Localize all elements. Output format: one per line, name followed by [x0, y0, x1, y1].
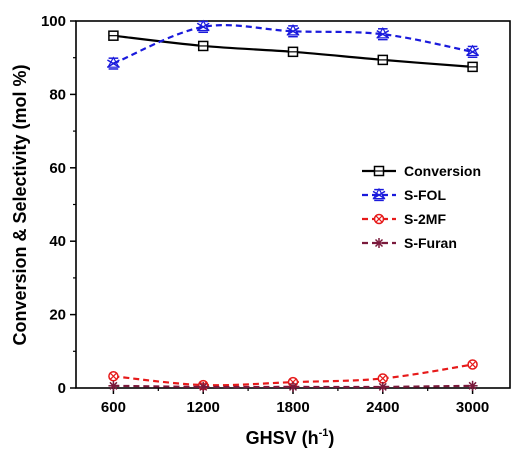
marker-triangle [372, 187, 386, 200]
data-point-s-furan [288, 381, 298, 392]
legend-swatch-marker [374, 238, 384, 248]
y-tick-label: 0 [58, 380, 66, 397]
legend-swatch-marker [373, 213, 385, 225]
legend-label: S-Furan [404, 235, 457, 251]
data-point-s-fol [466, 44, 480, 58]
data-point-conversion [467, 61, 478, 73]
marker-line [196, 22, 210, 32]
data-point-s-2mf [108, 371, 119, 382]
series-s-furan [108, 380, 478, 392]
data-point-s-furan [377, 381, 388, 392]
marker-line [376, 29, 390, 39]
y-tick-label: 20 [49, 307, 66, 324]
marker-line [466, 47, 479, 57]
y-axis-title: Conversion & Selectivity (mol %) [10, 64, 30, 345]
data-point-conversion [377, 54, 389, 66]
data-point-s-furan [108, 380, 119, 391]
marker-triangle [376, 26, 390, 39]
marker-line [109, 372, 117, 380]
legend-item-conversion: Conversion [362, 163, 481, 179]
data-point-conversion [108, 30, 119, 41]
marker-triangle [286, 24, 300, 36]
marker-line [375, 215, 383, 223]
legend-item-s-furan: S-Furan [362, 235, 457, 251]
legend-label: Conversion [404, 163, 481, 179]
legend: Conversion S-FOL S-2MF S-Furan [362, 163, 481, 251]
y-tick-label: 40 [49, 233, 66, 250]
marker-line [372, 190, 386, 200]
y-tick-label: 60 [49, 160, 66, 177]
data-point-s-fol [196, 19, 210, 34]
data-point-s-fol [106, 56, 120, 70]
x-axis-title: GHSV (h-1) [246, 427, 335, 448]
data-point-s-2mf [467, 359, 478, 370]
marker-line [286, 27, 300, 36]
x-tick-label: 600 [101, 399, 126, 416]
marker-triangle [466, 44, 480, 57]
series-conversion [108, 30, 478, 73]
x-tick-label: 1800 [276, 399, 309, 416]
data-point-conversion [287, 46, 299, 58]
x-tick-label: 1200 [187, 399, 220, 416]
series-s-fol [106, 19, 480, 70]
legend-item-s-fol: S-FOL [362, 187, 446, 203]
marker-line [469, 360, 477, 369]
tick-marks: 600 1200 1800 2400 3000 0 20 40 60 80 100 [41, 13, 489, 416]
data-point-s-furan [198, 381, 209, 392]
x-tick-label: 3000 [456, 399, 489, 416]
legend-label: S-FOL [404, 187, 446, 203]
marker-triangle [196, 19, 210, 32]
y-tick-label: 80 [49, 86, 66, 103]
axes [75, 20, 511, 389]
data-point-s-fol [376, 26, 390, 41]
data-point-s-furan [467, 380, 478, 391]
marker-line [379, 374, 387, 383]
marker-triangle [106, 56, 120, 68]
data-point-s-fol [286, 24, 300, 38]
y-tick-label: 100 [41, 13, 66, 30]
legend-label: S-2MF [404, 211, 446, 227]
series-line-s-furan [113, 384, 473, 389]
x-tick-label: 2400 [366, 399, 399, 416]
legend-swatch-marker [373, 165, 385, 177]
legend-item-s-2mf: S-2MF [362, 211, 446, 227]
plot-frame [75, 20, 511, 389]
data-point-conversion [197, 40, 209, 52]
marker-line [107, 59, 120, 68]
series-layer [106, 19, 480, 392]
legend-swatch-marker [372, 187, 386, 202]
data-point-s-2mf [377, 373, 389, 384]
